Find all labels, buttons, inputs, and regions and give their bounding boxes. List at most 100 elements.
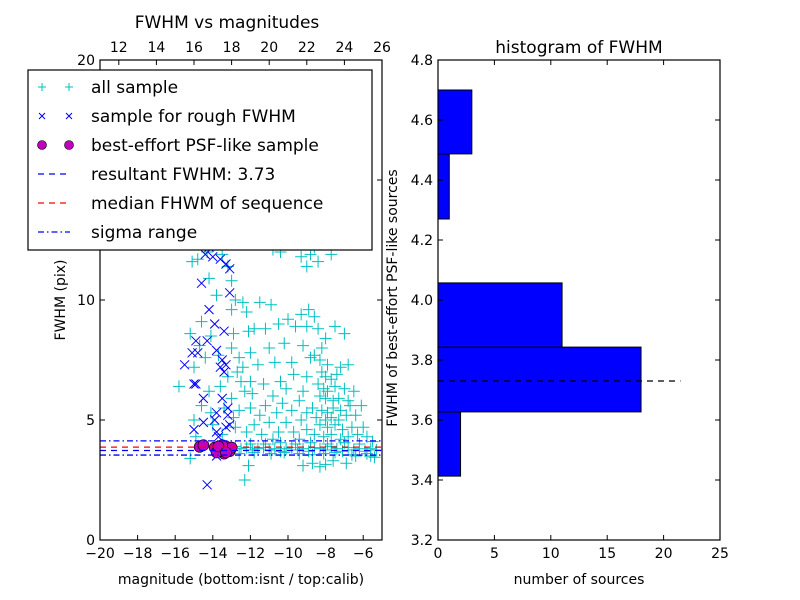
- all-sample-point: [285, 404, 298, 417]
- all-sample-point: [221, 370, 234, 383]
- all-sample-point: [317, 430, 330, 443]
- all-sample-point: [229, 421, 242, 434]
- all-sample-point: [259, 399, 272, 412]
- rough-sample-point: [217, 355, 228, 365]
- all-sample-point: [280, 382, 293, 395]
- all-sample-point: [244, 438, 257, 450]
- rough-sample-point: [204, 304, 214, 315]
- ytick-label: 3.8: [411, 353, 433, 369]
- all-sample-point: [312, 255, 325, 268]
- rough-sample-point: [222, 410, 233, 421]
- xtick-label: −12: [236, 546, 266, 562]
- rough-sample-point: [192, 347, 203, 358]
- all-sample-point: [203, 272, 216, 285]
- legend-item: sample for rough FWHM: [38, 107, 296, 127]
- all-sample-point: [351, 428, 364, 441]
- top-xtick-label: 26: [373, 40, 391, 56]
- ytick-label: 4.0: [411, 293, 433, 309]
- rough-sample-point: [202, 335, 213, 346]
- all-sample-point: [306, 402, 319, 414]
- rough-sample-point: [189, 379, 199, 389]
- all-sample-point: [297, 339, 310, 352]
- rough-sample-point: [219, 367, 229, 377]
- all-sample-point: [295, 414, 308, 426]
- top-xtick-label: 12: [110, 40, 128, 56]
- histogram-bar: [437, 411, 462, 477]
- all-sample-point: [236, 361, 249, 374]
- all-sample-point: [242, 459, 255, 472]
- all-sample-point: [233, 404, 246, 417]
- legend-marker: [65, 112, 73, 120]
- rough-sample-point: [215, 362, 226, 373]
- rough-sample-point: [209, 415, 220, 425]
- ytick-label: 4.4: [411, 173, 433, 189]
- scatter-xlabel: magnitude (bottom:isnt / top:calib): [118, 572, 364, 588]
- all-sample-point: [259, 322, 272, 335]
- all-sample-point: [266, 390, 279, 402]
- all-sample-point: [319, 332, 332, 345]
- all-sample-point: [313, 460, 326, 473]
- top-xtick-label: 18: [223, 40, 241, 56]
- all-sample-point: [225, 274, 238, 287]
- xtick-label: 20: [655, 546, 673, 562]
- all-sample-point: [248, 322, 261, 335]
- all-sample-point: [295, 250, 308, 263]
- histogram-bar: [437, 153, 450, 220]
- all-sample-point: [242, 325, 255, 338]
- all-sample-point: [353, 438, 366, 450]
- scatter-marks: [172, 238, 383, 490]
- all-sample-point: [225, 303, 238, 316]
- all-sample-point: [297, 459, 310, 472]
- all-sample-point: [233, 351, 246, 364]
- legend-item: all sample: [38, 78, 178, 98]
- scatter-top-xticks: 12 14 16 18 20 22 24 26: [110, 40, 391, 65]
- all-sample-point: [319, 414, 332, 426]
- all-sample-point: [263, 416, 276, 429]
- all-sample-point: [325, 373, 338, 386]
- histogram-ylabel: FWHM of best-effort PSF-like sources: [385, 169, 401, 426]
- all-sample-point: [338, 327, 351, 340]
- all-sample-point: [195, 315, 208, 328]
- all-sample-point: [248, 418, 261, 431]
- top-xtick-label: 22: [298, 40, 316, 56]
- ytick-label: 0: [86, 533, 95, 549]
- all-sample-point: [265, 447, 278, 460]
- rough-sample-point: [191, 335, 201, 346]
- all-sample-point: [184, 327, 197, 340]
- all-sample-point: [313, 418, 326, 431]
- all-sample-point: [191, 253, 204, 266]
- all-sample-point: [272, 318, 285, 330]
- ytick-label: 3.2: [411, 533, 433, 549]
- all-sample-point: [325, 428, 338, 441]
- all-sample-point: [253, 296, 266, 309]
- legend-box: [27, 69, 373, 251]
- all-sample-point: [280, 416, 293, 429]
- ytick-label: 4.2: [411, 233, 433, 249]
- rough-sample-point: [191, 379, 201, 389]
- all-sample-point: [199, 351, 212, 364]
- histogram-plot: histogram of FWHM 0 5 10 15 20 25 3.23.43.63.…: [385, 38, 729, 588]
- all-sample-point: [300, 406, 313, 419]
- rough-sample-point: [209, 319, 220, 329]
- all-sample-point: [308, 310, 321, 323]
- all-sample-point: [355, 399, 368, 412]
- xtick-label: −10: [273, 546, 303, 562]
- rough-sample-point: [196, 278, 207, 289]
- all-sample-point: [306, 457, 319, 470]
- all-sample-point: [321, 385, 334, 398]
- ytick-label: 4.6: [411, 113, 433, 129]
- histogram-xticks: 0 5 10 15 20 25: [434, 60, 729, 562]
- all-sample-point: [266, 433, 279, 446]
- xtick-label: 15: [598, 546, 616, 562]
- legend: all sample sample for rough FWHM best-effo…: [27, 69, 373, 251]
- all-sample-point: [342, 394, 355, 407]
- legend-marker: [65, 83, 73, 91]
- all-sample-point: [313, 390, 326, 402]
- rough-sample-point: [198, 417, 209, 428]
- rough-sample-point: [207, 251, 218, 262]
- rough-sample-point: [224, 263, 235, 274]
- xtick-label: −8: [315, 546, 336, 562]
- all-sample-point: [282, 313, 294, 326]
- histogram-bar: [437, 282, 563, 348]
